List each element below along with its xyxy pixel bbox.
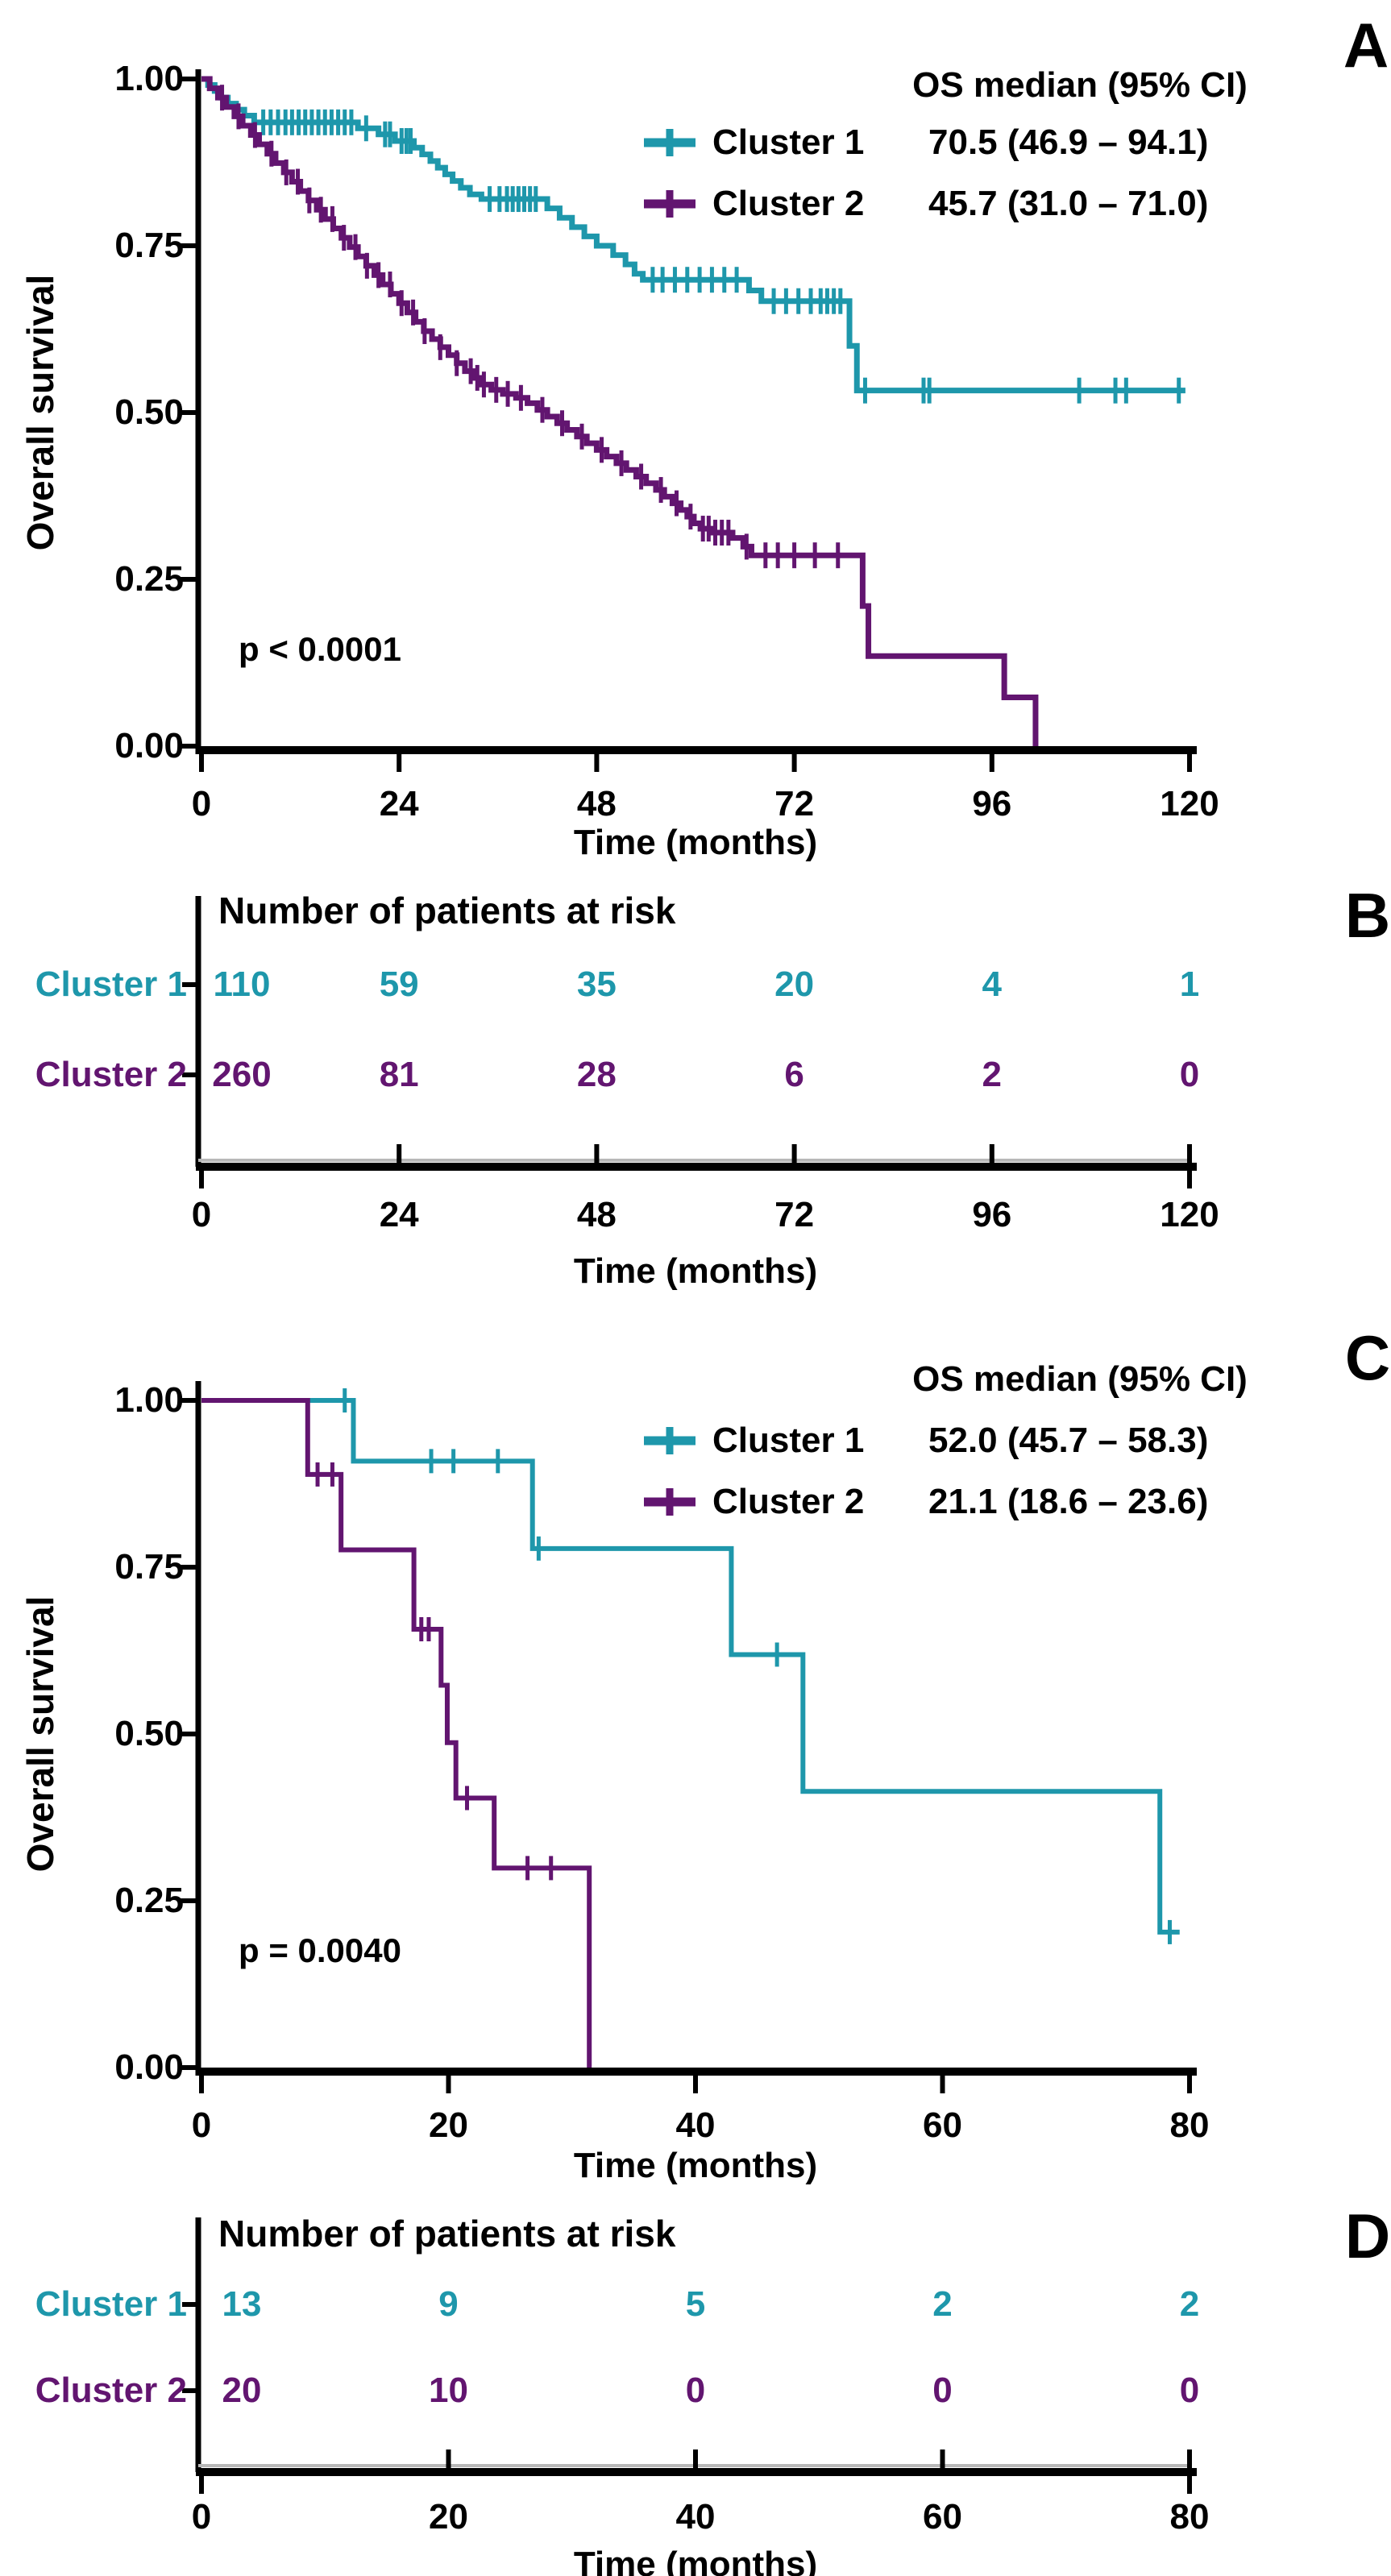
panel-letter-c: C bbox=[1344, 1322, 1391, 1393]
x-tick-label: 20 bbox=[429, 2105, 468, 2145]
y-tick-label: 1.00 bbox=[114, 1380, 184, 1420]
y-tick-label: 1.00 bbox=[114, 59, 184, 98]
x-tick-label: 0 bbox=[191, 2497, 212, 2537]
risk-count-cell: 20 bbox=[774, 964, 815, 1004]
risk-count-cell: 10 bbox=[429, 2371, 468, 2410]
risk-count-cell: 0 bbox=[685, 2371, 706, 2410]
legend-header-c: OS median (95% CI) bbox=[912, 1359, 1248, 1399]
legend-label-cluster1-c: Cluster 1 bbox=[712, 1421, 865, 1460]
risk-count-cell: 9 bbox=[438, 2284, 459, 2324]
y-tick-label: 0.25 bbox=[114, 559, 184, 599]
risk-count-cell: 28 bbox=[576, 1055, 617, 1094]
risk-count-cell: 2 bbox=[1179, 2284, 1200, 2324]
x-tick-label: 60 bbox=[923, 2497, 962, 2537]
legend-value-cluster1-a: 70.5 (46.9 – 94.1) bbox=[928, 122, 1209, 162]
legend-value-cluster2-a: 45.7 (31.0 – 71.0) bbox=[928, 184, 1209, 223]
x-axis-title-d: Time (months) bbox=[573, 2545, 818, 2576]
x-tick-label: 0 bbox=[191, 1195, 212, 1234]
risk-row-label-cluster1-b: Cluster 1 bbox=[35, 964, 187, 1004]
risk-count-cell: 2 bbox=[982, 1055, 1003, 1094]
x-tick-label: 40 bbox=[675, 2105, 716, 2145]
km-curve-cluster2 bbox=[201, 1398, 592, 2068]
risk-count-cell: 0 bbox=[932, 2371, 953, 2410]
risk-count-cell: 6 bbox=[784, 1055, 804, 1094]
legend-label-cluster1-a: Cluster 1 bbox=[712, 122, 865, 162]
risk-count-cell: 13 bbox=[222, 2284, 262, 2324]
y-tick-label: 0.00 bbox=[114, 726, 184, 765]
risk-count-cell: 260 bbox=[212, 1055, 272, 1094]
risk-count-cell: 35 bbox=[576, 964, 617, 1004]
risk-count-cell: 81 bbox=[379, 1055, 419, 1094]
risk-count-cell: 20 bbox=[222, 2371, 262, 2410]
y-tick-label: 0.00 bbox=[114, 2047, 184, 2087]
legend-label-cluster2-a: Cluster 2 bbox=[712, 184, 865, 223]
x-tick-label: 24 bbox=[379, 784, 419, 823]
risk-count-cell: 2 bbox=[932, 2284, 953, 2324]
panel-letter-b: B bbox=[1344, 880, 1391, 951]
x-tick-label: 48 bbox=[576, 1195, 617, 1234]
risk-row-label-cluster1-d: Cluster 1 bbox=[35, 2284, 187, 2324]
risk-count-cell: 0 bbox=[1179, 2371, 1200, 2410]
x-tick-label: 20 bbox=[429, 2497, 468, 2537]
risk-count-cell: 1 bbox=[1179, 964, 1200, 1004]
x-tick-label: 120 bbox=[1160, 784, 1219, 823]
p-value-c: p = 0.0040 bbox=[239, 1931, 401, 1969]
risk-count-cell: 110 bbox=[213, 964, 271, 1004]
x-tick-label: 80 bbox=[1169, 2497, 1210, 2537]
censor-plus-icon bbox=[644, 190, 696, 218]
km-curve-cluster1 bbox=[201, 76, 1185, 394]
legend-value-cluster1-c: 52.0 (45.7 – 58.3) bbox=[928, 1421, 1209, 1460]
y-tick-label: 0.50 bbox=[114, 1714, 184, 1753]
legend-value-cluster2-c: 21.1 (18.6 – 23.6) bbox=[928, 1482, 1209, 1521]
x-tick-label: 80 bbox=[1169, 2105, 1210, 2145]
risk-table-title-d: Number of patients at risk bbox=[218, 2213, 676, 2255]
x-tick-label: 120 bbox=[1160, 1195, 1219, 1234]
risk-count-cell: 4 bbox=[982, 964, 1003, 1004]
y-tick-label: 0.75 bbox=[114, 1547, 184, 1587]
x-tick-label: 72 bbox=[774, 784, 815, 823]
risk-count-cell: 5 bbox=[685, 2284, 706, 2324]
x-tick-label: 48 bbox=[576, 784, 617, 823]
censor-plus-icon bbox=[644, 129, 696, 156]
x-tick-label: 24 bbox=[379, 1195, 419, 1234]
panel-letter-a: A bbox=[1343, 10, 1389, 81]
y-axis-title-a: Overall survival bbox=[19, 274, 61, 551]
km-curve-cluster1 bbox=[201, 1398, 1180, 1935]
risk-count-cell: 0 bbox=[1179, 1055, 1200, 1094]
p-value-a: p < 0.0001 bbox=[239, 630, 401, 668]
x-axis-title-b: Time (months) bbox=[573, 1251, 818, 1291]
x-tick-label: 96 bbox=[972, 1195, 1012, 1234]
x-axis-title-a: Time (months) bbox=[573, 823, 818, 862]
x-tick-label: 0 bbox=[191, 2105, 212, 2145]
x-tick-label: 0 bbox=[191, 784, 212, 823]
y-tick-label: 0.50 bbox=[114, 392, 184, 432]
legend-header-a: OS median (95% CI) bbox=[912, 65, 1248, 105]
legend-label-cluster2-c: Cluster 2 bbox=[712, 1482, 865, 1521]
x-tick-label: 40 bbox=[675, 2497, 716, 2537]
y-tick-label: 0.25 bbox=[114, 1881, 184, 1920]
panel-letter-d: D bbox=[1344, 2201, 1391, 2271]
x-tick-label: 96 bbox=[972, 784, 1012, 823]
y-tick-label: 0.75 bbox=[114, 226, 184, 265]
x-tick-label: 60 bbox=[923, 2105, 962, 2145]
risk-row-label-cluster2-b: Cluster 2 bbox=[35, 1055, 187, 1094]
risk-count-cell: 59 bbox=[379, 964, 419, 1004]
censor-plus-icon bbox=[644, 1427, 696, 1454]
risk-row-label-cluster2-d: Cluster 2 bbox=[35, 2371, 187, 2410]
risk-table-title-b: Number of patients at risk bbox=[218, 890, 676, 931]
y-axis-title-c: Overall survival bbox=[19, 1595, 61, 1873]
censor-plus-icon bbox=[644, 1488, 696, 1516]
km-curve-cluster2 bbox=[201, 76, 1039, 746]
x-tick-label: 72 bbox=[774, 1195, 815, 1234]
x-axis-title-c: Time (months) bbox=[573, 2146, 818, 2185]
